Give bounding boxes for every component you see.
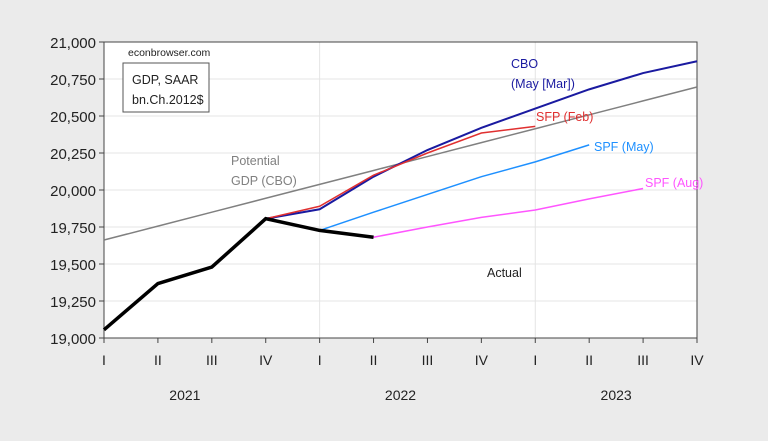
y-tick-label: 19,500 xyxy=(50,257,96,274)
series-label: SPF (Aug) xyxy=(645,176,703,190)
x-quarter-label: III xyxy=(637,352,649,368)
legend-box xyxy=(122,62,210,113)
series-label: (May [Mar]) xyxy=(511,77,575,91)
y-tick-label: 19,250 xyxy=(50,294,96,311)
series-line-spf-aug- xyxy=(373,187,644,238)
series-line-sfp-feb- xyxy=(265,125,536,220)
x-quarter-label: I xyxy=(533,352,537,368)
x-year-label: 2021 xyxy=(169,387,200,403)
x-quarter-label: III xyxy=(422,352,434,368)
x-quarter-label: IV xyxy=(475,352,489,368)
series-label: SFP (Feb) xyxy=(536,110,593,124)
series-label: Actual xyxy=(487,266,522,280)
series-line-actual xyxy=(102,216,374,332)
y-tick-label: 19,750 xyxy=(50,220,96,237)
series-label: Potential xyxy=(231,154,280,168)
series-label: GDP (CBO) xyxy=(231,174,297,188)
y-tick-label: 20,250 xyxy=(50,146,96,163)
x-quarter-label: IV xyxy=(690,352,704,368)
series-label: SPF (May) xyxy=(594,140,654,154)
x-quarter-label: I xyxy=(318,352,322,368)
series-label: CBO xyxy=(511,57,538,71)
y-tick-label: 20,750 xyxy=(50,72,96,89)
series-line-spf-may- xyxy=(319,144,590,232)
y-tick-label: 19,000 xyxy=(50,331,96,348)
x-quarter-label: IV xyxy=(259,352,273,368)
x-quarter-label: III xyxy=(206,352,218,368)
x-quarter-label: II xyxy=(370,352,378,368)
plot-border xyxy=(103,41,698,339)
x-quarter-label: II xyxy=(585,352,593,368)
series-line-cbo-may-mar- xyxy=(265,60,698,220)
y-tick-label: 20,500 xyxy=(50,109,96,126)
x-year-label: 2022 xyxy=(385,387,416,403)
legend-box-text: bn.Ch.2012$ xyxy=(132,93,204,107)
source-note: econbrowser.com xyxy=(128,47,211,59)
y-tick-label: 20,000 xyxy=(50,183,96,200)
legend-box-text: GDP, SAAR xyxy=(132,73,198,87)
y-tick-label: 21,000 xyxy=(50,35,96,52)
x-quarter-label: II xyxy=(154,352,162,368)
x-quarter-label: I xyxy=(102,352,106,368)
x-year-label: 2023 xyxy=(601,387,632,403)
